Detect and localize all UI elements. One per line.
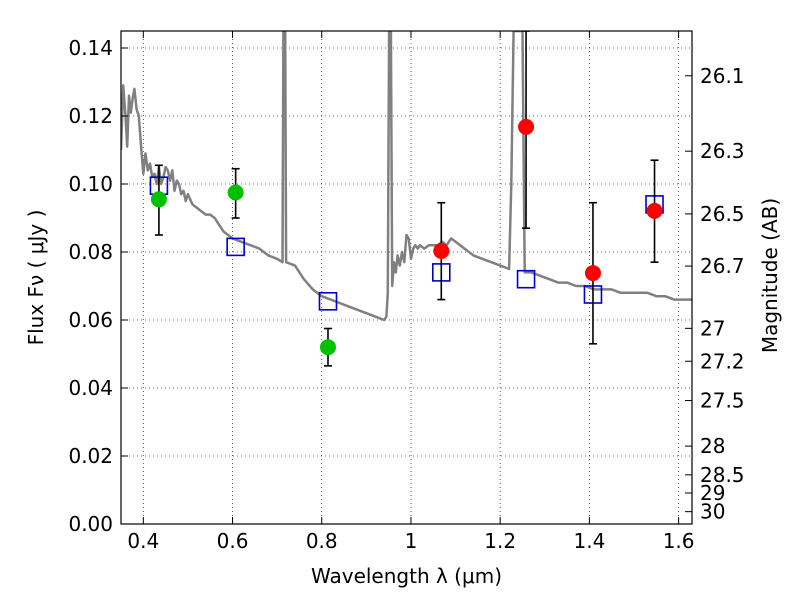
y-tick-label: 0.04 (68, 376, 113, 400)
x-tick-label: 1.6 (663, 529, 695, 553)
y-tick-label: 0.08 (68, 240, 113, 264)
data-point (319, 339, 336, 356)
y2-tick-label: 26.3 (700, 139, 745, 163)
y2-tick-label: 28 (700, 434, 725, 458)
data-point (150, 191, 167, 208)
x-tick-label: 0.8 (306, 529, 338, 553)
y-tick-label: 0.14 (68, 36, 113, 60)
y-tick-label: 0.00 (68, 512, 113, 536)
y-tick-label: 0.12 (68, 104, 113, 128)
y-tick-label: 0.02 (68, 444, 113, 468)
grid-lines (121, 31, 692, 525)
y-tick-label: 0.10 (68, 172, 113, 196)
y2-tick-label: 29 (700, 481, 725, 505)
y-tick-label: 0.06 (68, 308, 113, 332)
plot-frame (120, 30, 693, 525)
data-point (646, 202, 663, 219)
x-axis-label: Wavelength λ (μm) (311, 564, 502, 588)
x-tick-label: 0.4 (127, 529, 159, 553)
model-spectrum-line (121, 31, 692, 322)
y2-tick-label: 26.5 (700, 202, 745, 226)
y2-tick-label: 27 (700, 316, 725, 340)
data-point (227, 184, 244, 201)
data-point (518, 118, 535, 135)
x-tick-label: 1.2 (484, 529, 516, 553)
data-point (584, 265, 601, 282)
axis-ticks: 0.4 0.6 0.8 1 1.2 1.4 1.6 0.00 0.02 0.04 0.06 0.08 0… (68, 31, 745, 553)
model-square-marker (226, 237, 245, 257)
data-point (433, 242, 450, 259)
y2-tick-label: 30 (700, 500, 725, 524)
y2-axis-label: Magnitude (AB) (758, 198, 782, 353)
plot-area (121, 31, 692, 367)
y2-tick-label: 27.2 (700, 349, 745, 373)
model-square-marker (318, 291, 338, 311)
y2-tick-label: 27.5 (700, 389, 745, 413)
y2-tick-label: 26.1 (700, 64, 745, 88)
model-square-marker (516, 269, 536, 289)
x-tick-label: 1.4 (573, 529, 605, 553)
y2-tick-label: 26.7 (700, 254, 745, 278)
x-tick-label: 0.6 (217, 529, 249, 553)
x-tick-label: 1 (405, 529, 418, 553)
y2-tick-label: 28.5 (700, 463, 745, 487)
y-axis-label: Flux Fν ( μJy ) (24, 210, 48, 346)
